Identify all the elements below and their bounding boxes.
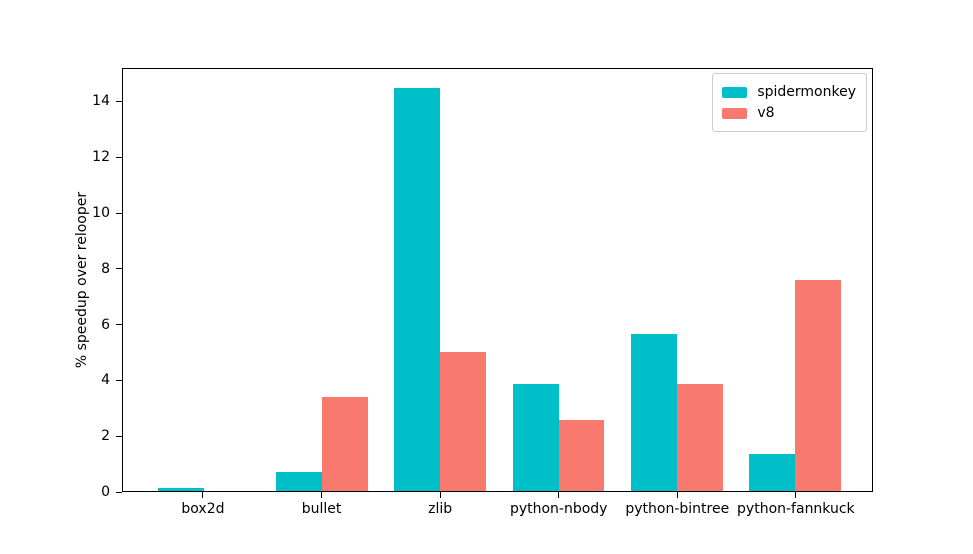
x-tick-label-box2d: box2d xyxy=(181,501,225,517)
legend: spidermonkey v8 xyxy=(712,73,867,132)
legend-label-v8: v8 xyxy=(757,105,775,121)
y-tick-mark xyxy=(116,100,122,102)
x-tick-label-python-fannkuck: python-fannkuck xyxy=(737,501,855,517)
x-tick-label-python-nbody: python-nbody xyxy=(509,501,608,517)
y-tick-mark xyxy=(116,268,122,270)
bar-v8-bullet xyxy=(322,396,368,491)
y-tick-mark xyxy=(116,156,122,158)
x-tick-mark xyxy=(795,492,797,498)
y-tick-label: 8 xyxy=(101,260,110,277)
bar-spidermonkey-box2d xyxy=(157,488,204,491)
x-tick-mark xyxy=(439,492,441,498)
y-tick-label: 12 xyxy=(92,149,110,166)
y-tick-label: 4 xyxy=(101,372,110,389)
x-tick-label-zlib: zlib xyxy=(428,501,453,517)
bar-spidermonkey-python-fannkuck xyxy=(749,453,796,491)
bar-v8-python-fannkuck xyxy=(795,280,841,491)
y-tick-mark xyxy=(116,435,122,437)
bar-v8-zlib xyxy=(440,352,487,491)
legend-label-spidermonkey: spidermonkey xyxy=(757,84,856,100)
legend-swatch-v8 xyxy=(722,107,748,119)
legend-swatch-spidermonkey xyxy=(722,86,748,98)
x-tick-mark xyxy=(202,492,204,498)
y-tick-label: 2 xyxy=(101,428,110,445)
bar-spidermonkey-python-bintree xyxy=(630,334,677,491)
x-tick-label-bullet: bullet xyxy=(301,501,342,517)
plot-area: spidermonkey v8 xyxy=(122,68,873,492)
y-tick-mark xyxy=(116,491,122,493)
bar-v8-python-bintree xyxy=(676,384,723,491)
y-tick-label: 10 xyxy=(92,205,110,222)
legend-item-spidermonkey: spidermonkey xyxy=(722,82,856,102)
legend-item-v8: v8 xyxy=(722,103,856,123)
bar-spidermonkey-bullet xyxy=(276,471,322,491)
y-tick-label: 14 xyxy=(92,93,110,110)
y-tick-mark xyxy=(116,324,122,326)
x-tick-label-python-bintree: python-bintree xyxy=(625,501,730,517)
x-tick-mark xyxy=(558,492,560,498)
bar-v8-python-nbody xyxy=(558,420,605,491)
y-tick-mark xyxy=(116,379,122,381)
x-tick-mark xyxy=(676,492,678,498)
bar-spidermonkey-zlib xyxy=(394,88,441,491)
y-tick-mark xyxy=(116,212,122,214)
y-tick-label: 0 xyxy=(101,484,110,500)
y-tick-label: 6 xyxy=(101,316,110,333)
bar-spidermonkey-python-nbody xyxy=(512,384,559,491)
x-tick-mark xyxy=(321,492,323,498)
